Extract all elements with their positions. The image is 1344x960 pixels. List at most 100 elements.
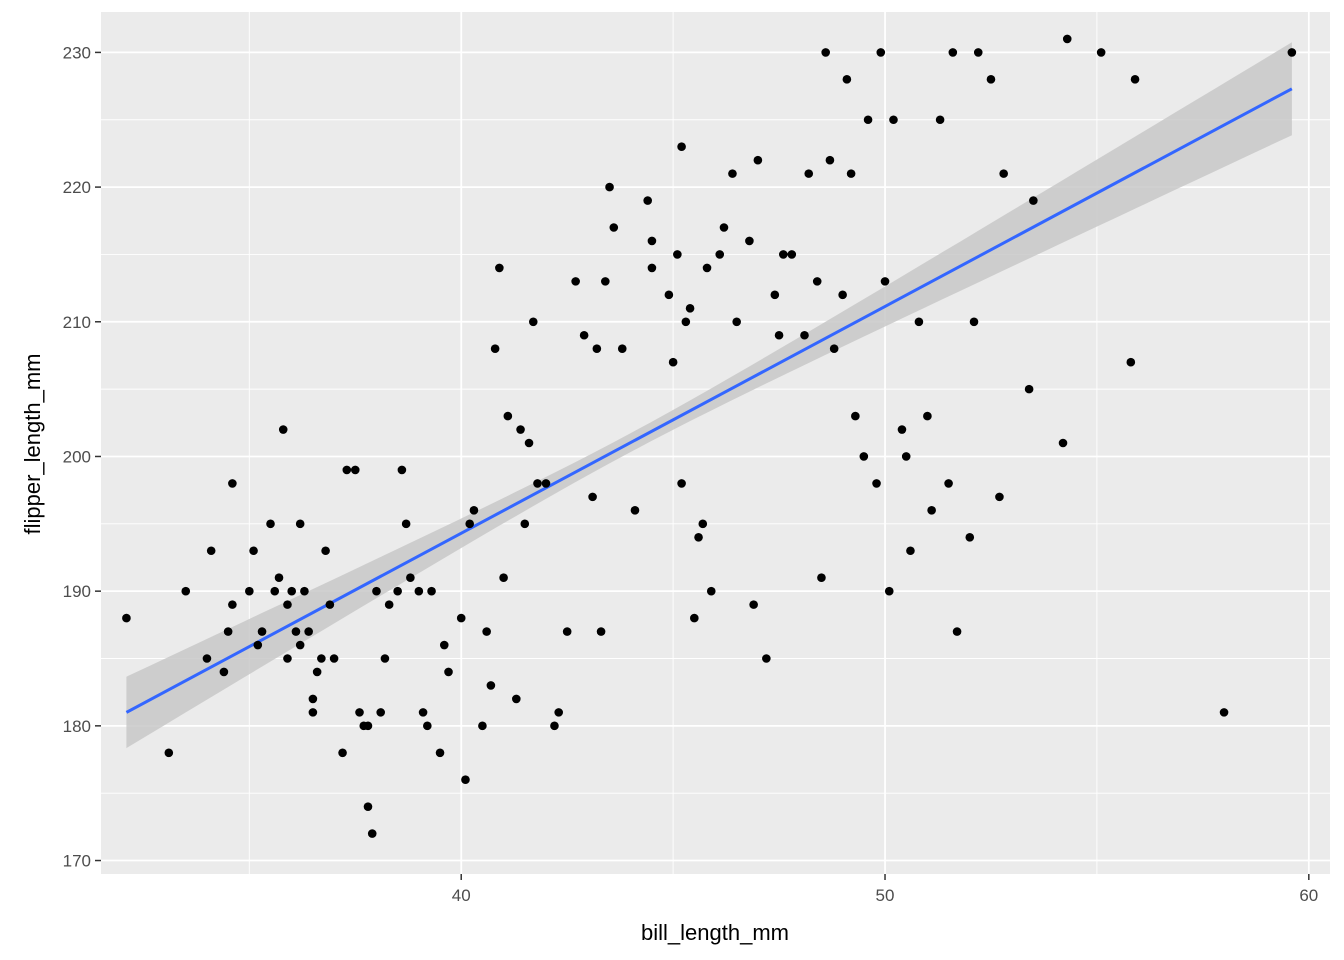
data-point [927, 506, 936, 515]
data-point [601, 277, 610, 286]
confidence-band [126, 42, 1292, 749]
data-point [698, 519, 708, 529]
data-point [495, 263, 504, 273]
data-point [228, 600, 237, 609]
data-point [363, 802, 373, 811]
data-point [516, 425, 525, 434]
data-point [503, 411, 513, 421]
data-point [800, 330, 809, 340]
data-point [605, 182, 614, 192]
data-point [524, 438, 534, 448]
data-point [444, 667, 453, 677]
data-point [1126, 357, 1136, 367]
data-point [863, 115, 873, 125]
data-point [533, 479, 542, 488]
y-tick-label: 220 [63, 178, 91, 197]
data-point [995, 492, 1004, 502]
data-point [969, 317, 979, 327]
data-point [829, 344, 839, 354]
data-point [312, 667, 322, 677]
data-point [283, 600, 292, 609]
data-point [706, 586, 716, 596]
x-tick-label: 60 [1299, 886, 1318, 905]
data-point [372, 586, 381, 596]
data-point [821, 48, 830, 57]
data-point [274, 573, 284, 582]
data-point [562, 627, 572, 636]
data-point [283, 654, 292, 663]
data-point [423, 721, 432, 731]
data-point [694, 532, 703, 542]
data-point [181, 586, 191, 596]
data-point [554, 708, 563, 717]
data-point [228, 479, 237, 488]
regression-line [125, 87, 1293, 714]
data-point [825, 155, 835, 165]
data-point [414, 586, 424, 596]
data-point [677, 142, 686, 151]
data-point [401, 519, 411, 529]
data-point [1130, 75, 1140, 84]
data-point [1024, 384, 1034, 394]
data-point [317, 654, 326, 663]
data-point [647, 263, 657, 273]
data-point [486, 681, 496, 690]
data-point [308, 694, 318, 704]
data-point [300, 586, 309, 596]
data-point [164, 748, 174, 758]
data-point [749, 600, 758, 609]
data-point [329, 654, 339, 663]
data-point [287, 586, 297, 596]
data-point [859, 452, 869, 461]
y-axis-title: flipper_length_mm [20, 354, 45, 535]
data-point [880, 277, 890, 286]
data-point [266, 519, 275, 529]
data-point [986, 75, 996, 84]
data-point [206, 546, 216, 556]
data-point [592, 344, 602, 354]
data-point [439, 640, 449, 650]
data-point [376, 708, 386, 717]
data-point [406, 573, 415, 582]
data-point [762, 654, 771, 663]
data-point [257, 627, 267, 636]
data-point [609, 223, 619, 232]
data-point [418, 708, 428, 717]
data-point [846, 169, 856, 178]
data-point [923, 411, 932, 421]
data-point [393, 586, 402, 596]
data-point [469, 506, 479, 515]
data-point [278, 425, 288, 434]
data-point [617, 344, 627, 354]
data-point [842, 75, 852, 84]
y-tick-label: 230 [63, 43, 91, 62]
data-point [253, 640, 263, 650]
data-point [685, 304, 695, 313]
data-point [787, 250, 797, 259]
data-point [715, 250, 725, 259]
y-tick-label: 190 [63, 582, 91, 601]
y-tick-label: 180 [63, 717, 91, 736]
data-point [490, 344, 500, 354]
data-point [1062, 34, 1072, 44]
data-point [884, 586, 894, 596]
data-point [1096, 48, 1106, 57]
data-point [952, 627, 962, 636]
data-point [579, 330, 589, 340]
x-axis-title: bill_length_mm [641, 920, 789, 945]
data-point [478, 721, 487, 731]
data-point [719, 223, 729, 232]
data-point [122, 613, 131, 623]
data-point [550, 721, 559, 731]
data-point [528, 317, 538, 327]
data-point [681, 317, 691, 327]
data-point [774, 330, 784, 340]
data-point [999, 169, 1008, 178]
data-point [906, 546, 915, 556]
data-point [643, 196, 652, 205]
data-point [770, 290, 780, 300]
data-point [461, 775, 470, 785]
data-point [630, 506, 640, 515]
y-tick-label: 200 [63, 447, 91, 466]
data-point [295, 519, 305, 529]
